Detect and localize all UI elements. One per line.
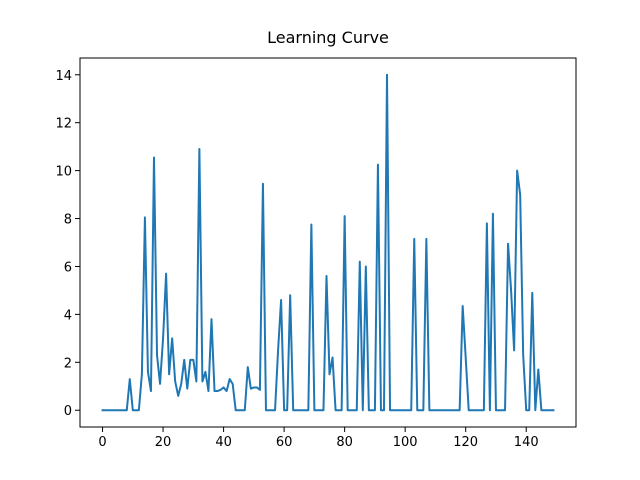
x-tick-label: 20 <box>155 435 172 450</box>
x-tick-label: 0 <box>98 435 106 450</box>
y-tick-label: 10 <box>55 165 72 180</box>
y-tick-label: 2 <box>64 356 72 371</box>
x-tick-label: 60 <box>276 435 293 450</box>
y-tick-label: 6 <box>64 260 72 275</box>
y-tick-label: 4 <box>64 308 72 323</box>
chart-title: Learning Curve <box>267 28 389 47</box>
y-tick-label: 0 <box>64 404 72 419</box>
x-tick-label: 140 <box>514 435 539 450</box>
y-tick-label: 14 <box>55 69 72 84</box>
y-tick-label: 12 <box>55 117 72 132</box>
data-line <box>101 73 555 412</box>
x-tick-label: 120 <box>453 435 478 450</box>
axes-frame <box>79 57 577 428</box>
x-tick-label: 100 <box>393 435 418 450</box>
x-tick-label: 80 <box>336 435 353 450</box>
x-tick-label: 40 <box>215 435 232 450</box>
y-tick-label: 8 <box>64 213 72 228</box>
